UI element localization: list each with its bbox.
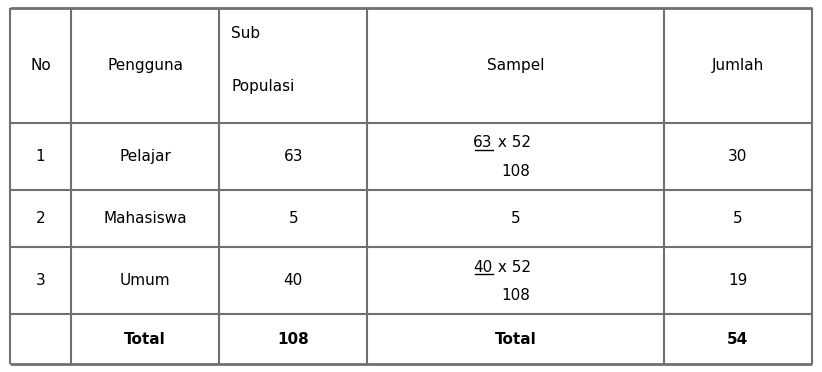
Text: Total: Total: [124, 331, 166, 347]
Text: 3: 3: [35, 273, 45, 288]
Text: 54: 54: [727, 331, 749, 347]
Text: Pelajar: Pelajar: [119, 149, 171, 164]
Text: Mahasiswa: Mahasiswa: [104, 211, 187, 226]
Text: No: No: [30, 58, 51, 73]
Text: Sub: Sub: [231, 26, 261, 41]
Text: Pengguna: Pengguna: [107, 58, 183, 73]
Text: 5: 5: [733, 211, 743, 226]
Text: 108: 108: [501, 288, 530, 303]
Text: 40: 40: [284, 273, 303, 288]
Text: 19: 19: [728, 273, 747, 288]
Text: Jumlah: Jumlah: [712, 58, 764, 73]
Text: Sampel: Sampel: [487, 58, 544, 73]
Text: 1: 1: [35, 149, 45, 164]
Text: Populasi: Populasi: [231, 78, 294, 94]
Text: 40: 40: [473, 260, 492, 275]
Text: x 52: x 52: [492, 260, 530, 275]
Text: 63: 63: [473, 135, 492, 150]
Text: 108: 108: [501, 164, 530, 179]
Text: 5: 5: [510, 211, 520, 226]
Text: Umum: Umum: [120, 273, 170, 288]
Text: 2: 2: [35, 211, 45, 226]
Text: 63: 63: [284, 149, 303, 164]
Text: 5: 5: [289, 211, 298, 226]
Text: 108: 108: [278, 331, 309, 347]
Text: Total: Total: [495, 331, 537, 347]
Text: 30: 30: [728, 149, 747, 164]
Text: x 52: x 52: [492, 135, 530, 150]
